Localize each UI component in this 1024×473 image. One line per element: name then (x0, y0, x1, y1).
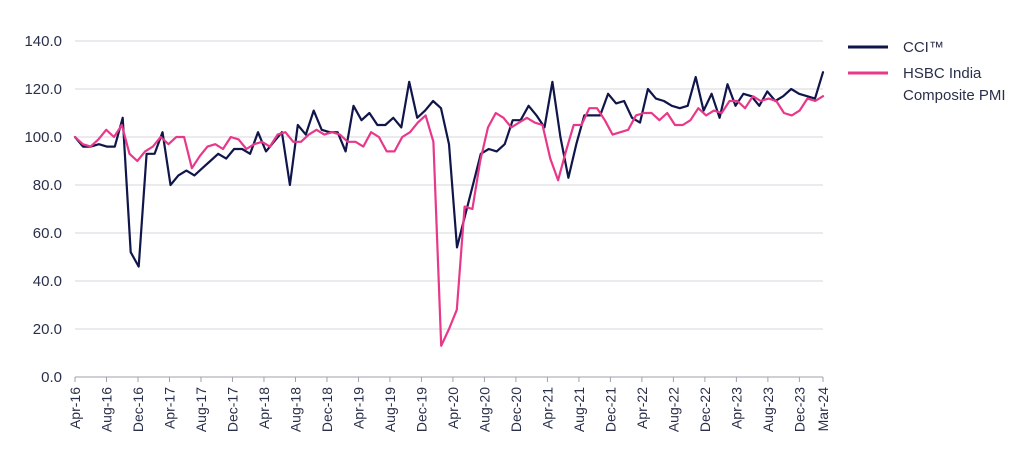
x-tick-label: Dec-18 (319, 387, 335, 432)
y-tick-label: 100.0 (24, 129, 62, 146)
x-tick-label: Aug-20 (476, 387, 492, 432)
x-tick-label: Dec-23 (791, 387, 807, 432)
x-tick-label: Aug-19 (382, 387, 398, 432)
legend-item-pmi: HSBC India Composite PMI (848, 65, 1006, 104)
y-axis-ticks: 140.0 120.0 100.0 80.0 60.0 40.0 20.0 0.0 (24, 33, 62, 386)
x-tick-label: Aug-21 (571, 387, 587, 432)
x-tick-label: Dec-19 (413, 387, 429, 432)
pmi-series-line (73, 95, 825, 347)
x-tick-label: Mar-24 (815, 387, 831, 432)
x-tick-label: Dec-16 (130, 387, 146, 432)
x-tick-label: Dec-22 (697, 387, 713, 432)
series-lines (73, 71, 825, 347)
legend-label: HSBC India (903, 65, 982, 82)
legend-label: Composite PMI (903, 87, 1006, 104)
x-tick-label: Apr-18 (256, 387, 272, 429)
x-tick-label: Aug-17 (193, 387, 209, 432)
gridlines (75, 40, 823, 378)
legend-item-cci: CCI™ (848, 39, 944, 56)
x-tick-label: Dec-20 (508, 387, 524, 432)
x-tick-label: Apr-19 (350, 387, 366, 429)
x-tick-label: Dec-21 (602, 387, 618, 432)
x-tick-label: Apr-21 (539, 387, 555, 429)
x-axis-ticks: Apr-16 Aug-16 Dec-16 Apr-17 Aug-17 Dec-17 Apr-… (67, 377, 831, 432)
y-tick-label: 120.0 (24, 81, 62, 98)
x-tick-label: Dec-17 (224, 387, 240, 432)
x-tick-label: Aug-16 (98, 387, 114, 432)
x-tick-label: Aug-23 (760, 387, 776, 432)
y-tick-label: 140.0 (24, 33, 62, 50)
x-tick-label: Aug-22 (665, 387, 681, 432)
x-tick-label: Apr-23 (728, 387, 744, 429)
legend-label: CCI™ (903, 39, 944, 56)
legend: CCI™ HSBC India Composite PMI (848, 39, 1006, 104)
y-tick-label: 0.0 (41, 369, 62, 386)
cci-series-line (73, 71, 825, 268)
y-tick-label: 40.0 (33, 273, 62, 290)
x-tick-label: Apr-17 (161, 387, 177, 429)
y-tick-label: 80.0 (33, 177, 62, 194)
x-tick-label: Aug-18 (287, 387, 303, 432)
x-tick-label: Apr-16 (67, 387, 83, 429)
y-tick-label: 60.0 (33, 225, 62, 242)
y-tick-label: 20.0 (33, 321, 62, 338)
x-tick-label: Apr-20 (445, 387, 461, 429)
x-tick-label: Apr-22 (634, 387, 650, 429)
